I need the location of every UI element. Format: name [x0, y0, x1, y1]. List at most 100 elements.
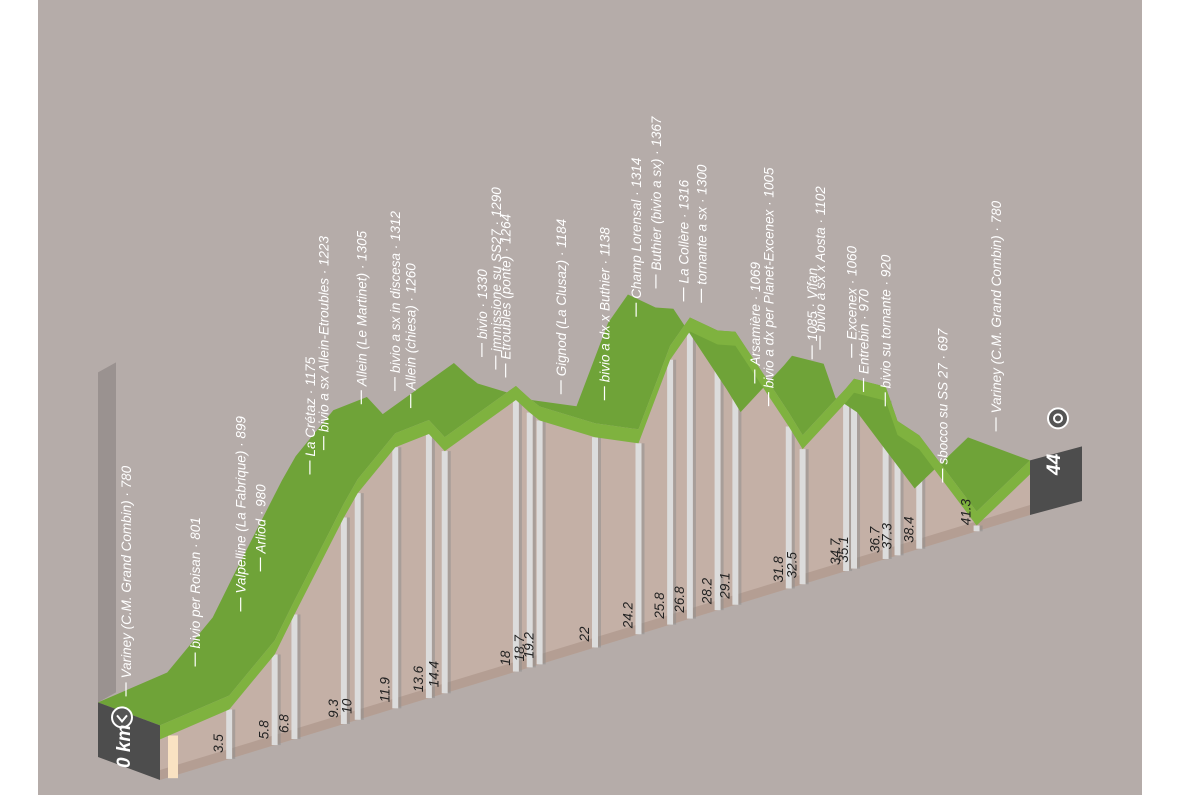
waypoint-pillar-shadow: [532, 412, 536, 668]
waypoint-pillar: [973, 525, 980, 532]
waypoint-label: Arsamière · 1069: [748, 261, 763, 366]
waypoint-label: Variney (C.M. Grand Combin) · 780: [989, 200, 1004, 413]
waypoint-label: La Crétaz · 1175: [303, 356, 318, 456]
waypoint-pillar-shadow: [360, 493, 364, 720]
waypoint-label: tornante a sx · 1300: [694, 164, 709, 285]
waypoint-pillar-shadow: [791, 426, 795, 589]
waypoint-label: bivio a sx Allein-Etroubles · 1223: [317, 236, 332, 433]
waypoint-label: Gignod (La Clusaz) · 1184: [554, 219, 569, 376]
km-tick-label: 10: [340, 698, 355, 714]
waypoint-label: Excenex · 1060: [845, 245, 860, 339]
waypoint-pillar-shadow: [673, 359, 677, 625]
waypoint-pillar-shadow: [805, 449, 809, 585]
km-tick-label: 19.2: [522, 632, 537, 659]
km-tick-label: 25.8: [652, 592, 667, 620]
waypoint-pillar-shadow: [232, 709, 236, 759]
start-flag-post: [98, 362, 116, 703]
km-tick-label: 5.8: [257, 720, 272, 739]
km-tick-label: 26.8: [672, 586, 687, 614]
km-tick-label: 13.6: [411, 665, 426, 692]
waypoint-pillar-shadow: [277, 654, 281, 746]
waypoint-label: Buthier (bivio a sx) · 1367: [649, 116, 664, 270]
waypoint-pillar: [732, 345, 739, 605]
waypoint-pillar-shadow: [692, 331, 696, 619]
profile-highlight-stripe: [168, 735, 178, 779]
waypoint-label: Allein (Le Martinet) · 1305: [354, 230, 369, 387]
waypoint-label: Entrebin · 970: [857, 289, 872, 374]
waypoint-pillar: [271, 654, 278, 746]
km-tick-label: 36.7: [868, 526, 883, 553]
waypoint-label: bivio a sx in discesa · 1312: [388, 210, 403, 373]
km-tick-label: 6.8: [276, 714, 291, 733]
waypoint-pillar: [526, 412, 533, 668]
waypoint-pillar: [512, 399, 519, 672]
waypoint-pillar-shadow: [297, 614, 301, 740]
waypoint-pillar-shadow: [979, 525, 983, 532]
waypoint-pillar-shadow: [922, 449, 926, 549]
waypoint-pillar: [851, 392, 858, 569]
km-tick-label: 11.9: [377, 677, 392, 703]
waypoint-pillar-shadow: [641, 443, 645, 635]
km-tick-label: 31.8: [771, 556, 786, 583]
km-tick-label: 9.3: [326, 699, 341, 718]
chevron-down-icon: [111, 706, 133, 729]
waypoint-label: Allein (chiesa) · 1260: [404, 263, 419, 391]
waypoint-pillar: [441, 451, 448, 694]
waypoint-pillar: [392, 447, 399, 709]
waypoint-label: Champ Lorensal · 1314: [629, 158, 644, 299]
waypoint-label: immissione su SS27 · 1290: [489, 187, 504, 352]
waypoint-pillar: [799, 449, 806, 585]
waypoint-label: 1085 · Vîfan: [805, 268, 820, 342]
waypoint-pillar: [592, 437, 598, 648]
km-tick-label: 14.4: [427, 661, 442, 687]
km-tick-label: 28.2: [700, 577, 715, 605]
waypoint-pillar-shadow: [738, 345, 742, 605]
km-tick-label: 22: [577, 626, 592, 643]
waypoint-pillar: [340, 517, 347, 724]
waypoint-pillar-shadow: [900, 434, 904, 556]
waypoint-pillar: [714, 344, 721, 611]
waypoint-pillar-shadow: [849, 402, 853, 572]
km-tick-label: 34.7: [828, 538, 843, 565]
chevron-down-glyph: [116, 714, 128, 723]
waypoint-label: Etroubles (ponte) · 1264: [499, 214, 514, 360]
km-tick-label: 41.3: [959, 498, 974, 525]
waypoint-pillar: [425, 434, 432, 699]
profile-front-edge: [160, 317, 1030, 740]
end-km-label: 44: [1044, 453, 1065, 476]
start-km-label: 0 km: [114, 725, 135, 768]
waypoint-pillar-shadow: [542, 420, 546, 665]
finish-end-panel: [1030, 446, 1082, 515]
finish-ring-icon: [1047, 407, 1069, 430]
km-tick-label: 3.5: [211, 734, 226, 753]
waypoint-pillar: [916, 449, 923, 549]
waypoint-pillar: [843, 402, 850, 572]
waypoint-pillar: [354, 493, 361, 720]
waypoint-label: Arliod · 980: [253, 484, 268, 555]
waypoint-pillar-shadow: [447, 451, 451, 694]
waypoint-pillar: [635, 443, 642, 635]
km-tick-label: 37.3: [880, 523, 895, 550]
waypoint-label: La Collère · 1316: [677, 179, 692, 283]
waypoint-pillar: [894, 434, 901, 556]
waypoint-pillar-shadow: [720, 344, 724, 611]
waypoint-label: bivio su tornante · 920: [878, 254, 893, 388]
waypoint-label: bivio a dx x Buthier · 1138: [598, 227, 613, 383]
waypoint-pillar: [291, 614, 298, 740]
km-tick-label: 18: [498, 650, 513, 666]
finish-ring-glyph: [1053, 413, 1063, 424]
km-tick-label: 18.7: [512, 635, 527, 662]
waypoint-pillar-shadow: [346, 517, 350, 724]
waypoint-pillar-shadow: [857, 392, 861, 569]
waypoint-pillar-shadow: [598, 437, 601, 648]
profile-top-surface: [98, 294, 1030, 726]
waypoint-label: bivio a dx per Planet-Excenex · 1005: [762, 167, 777, 388]
waypoint-label: Variney (C.M. Grand Combin) · 780: [119, 465, 134, 678]
waypoint-pillar-shadow: [518, 399, 522, 672]
waypoint-label: sbocco su SS 27 · 697: [936, 328, 951, 464]
km-tick-label: 32.5: [785, 551, 800, 578]
waypoint-label: bivio per Roisan · 801: [188, 517, 203, 648]
waypoint-pillar: [667, 359, 674, 625]
km-tick-label: 24.2: [621, 601, 636, 629]
